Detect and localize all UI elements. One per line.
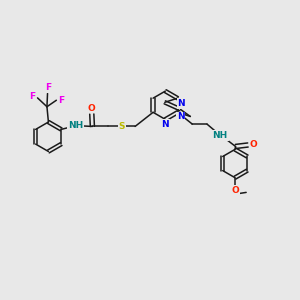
Text: N: N	[177, 112, 184, 121]
Text: F: F	[58, 96, 65, 105]
Text: S: S	[118, 122, 125, 131]
Text: NH: NH	[213, 131, 228, 140]
Text: O: O	[231, 186, 239, 195]
Text: N: N	[161, 120, 169, 129]
Text: F: F	[45, 83, 51, 92]
Text: F: F	[29, 92, 35, 101]
Text: NH: NH	[68, 122, 83, 130]
Text: O: O	[88, 104, 96, 113]
Text: O: O	[250, 140, 258, 149]
Text: N: N	[177, 99, 185, 108]
